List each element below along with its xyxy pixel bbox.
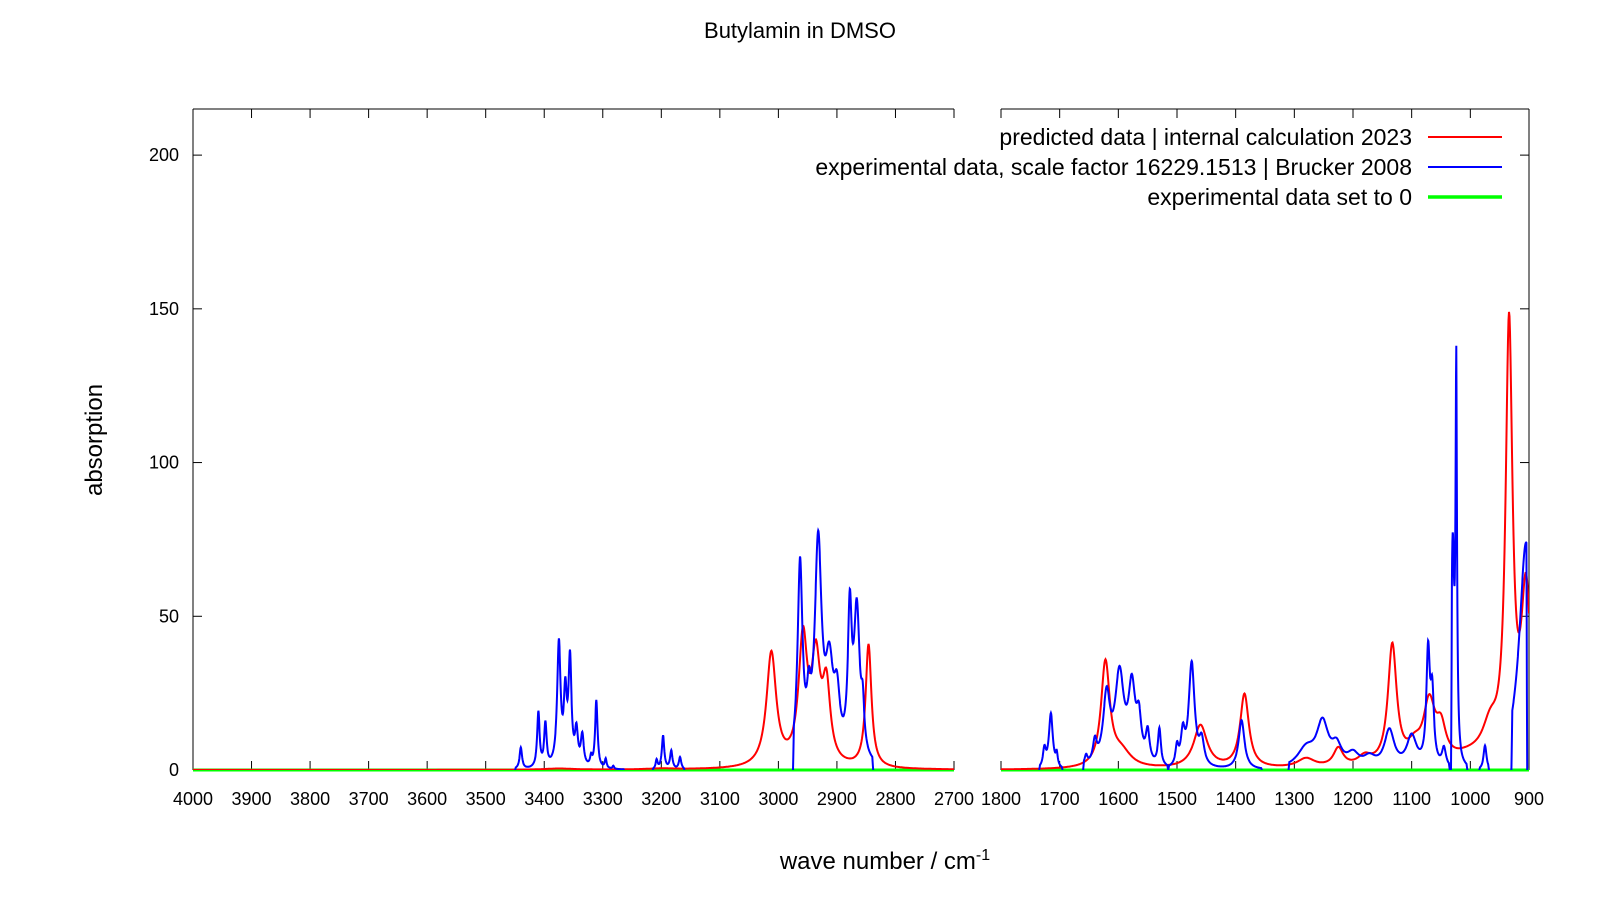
x-tick-label: 1000	[1450, 789, 1490, 809]
series-experimental-line	[1038, 709, 1064, 770]
series-experimental-segment	[1167, 658, 1263, 770]
x-tick-label: 3500	[466, 789, 506, 809]
x-tick-label: 2700	[934, 789, 974, 809]
x-tick-label: 2900	[817, 789, 857, 809]
series-experimental-segment	[651, 734, 686, 770]
x-tick-label: 3200	[641, 789, 681, 809]
x-axis-ticks: 4000 3900 3800 3700 3600 3500 3400 3300 3200 3100…	[173, 109, 1544, 809]
x-tick-label: 3900	[232, 789, 272, 809]
legend-item: experimental data, scale factor 16229.15…	[815, 154, 1502, 180]
series-experimental-line	[1082, 664, 1170, 770]
series-experimental-line	[1167, 658, 1263, 770]
series-experimental-segment	[1510, 541, 1529, 770]
x-axis-label-text: wave number / cm	[779, 848, 976, 875]
legend-label: experimental data set to 0	[1147, 184, 1412, 210]
x-axis-label-superscript: -1	[976, 847, 990, 864]
series-experimental-segment	[1478, 742, 1491, 770]
series-experimental-line	[1478, 742, 1491, 770]
series-experimental-line	[514, 638, 625, 770]
x-axis-label: wave number / cm-1	[779, 847, 990, 875]
plot-frame-1	[192, 108, 954, 771]
x-tick-label: 1300	[1274, 789, 1314, 809]
y-tick-label: 150	[149, 299, 179, 319]
series-experimental-line	[1450, 345, 1469, 770]
series-predicted-line	[1001, 311, 1529, 770]
series-experimental-segment	[1082, 664, 1170, 770]
legend-label: predicted data | internal calculation 20…	[999, 124, 1412, 150]
legend: predicted data | internal calculation 20…	[815, 124, 1502, 210]
y-tick-label: 100	[149, 453, 179, 473]
x-tick-label: 1100	[1392, 789, 1431, 809]
legend-item: experimental data set to 0	[1147, 184, 1502, 210]
series-experimental-segment	[1038, 709, 1064, 770]
y-axis-label: absorption	[81, 384, 108, 496]
x-tick-label: 2800	[875, 789, 915, 809]
x-tick-label: 1200	[1333, 789, 1373, 809]
series-experimental-segment	[1450, 345, 1469, 770]
x-tick-label: 3600	[407, 789, 447, 809]
y-tick-label: 200	[149, 145, 179, 165]
x-tick-label: 3400	[524, 789, 564, 809]
x-tick-label: 3800	[290, 789, 330, 809]
x-tick-label: 3300	[583, 789, 623, 809]
legend-item: predicted data | internal calculation 20…	[999, 124, 1502, 150]
y-axis-ticks: 0 50 100 150 200	[149, 145, 1529, 780]
x-tick-label: 4000	[173, 789, 213, 809]
chart-title: Butylamin in DMSO	[704, 18, 896, 43]
x-tick-label: 900	[1514, 789, 1544, 809]
x-tick-label: 3100	[700, 789, 740, 809]
series-experimental-segment	[514, 638, 625, 770]
series-predicted-panel-2	[1001, 311, 1529, 770]
x-tick-label: 1700	[1040, 789, 1080, 809]
x-tick-label: 1600	[1098, 789, 1138, 809]
x-tick-label: 1500	[1157, 789, 1197, 809]
series-experimental-segment	[1287, 636, 1451, 770]
series-experimental-line	[1510, 541, 1529, 770]
series-predicted-panel-1	[193, 624, 954, 770]
series-experimental-line	[792, 527, 875, 770]
legend-label: experimental data, scale factor 16229.15…	[815, 154, 1412, 180]
y-tick-label: 50	[159, 606, 179, 626]
x-tick-label: 1800	[981, 789, 1021, 809]
series-experimental-segment	[792, 527, 875, 770]
series-predicted-line	[193, 624, 954, 770]
y-tick-label: 0	[169, 760, 179, 780]
series-experimental-line	[651, 734, 686, 770]
x-tick-label: 3000	[758, 789, 798, 809]
series-experimental-line	[1287, 636, 1451, 770]
x-tick-label: 1400	[1216, 789, 1256, 809]
x-tick-label: 3700	[349, 789, 389, 809]
plot-area	[193, 311, 1529, 772]
